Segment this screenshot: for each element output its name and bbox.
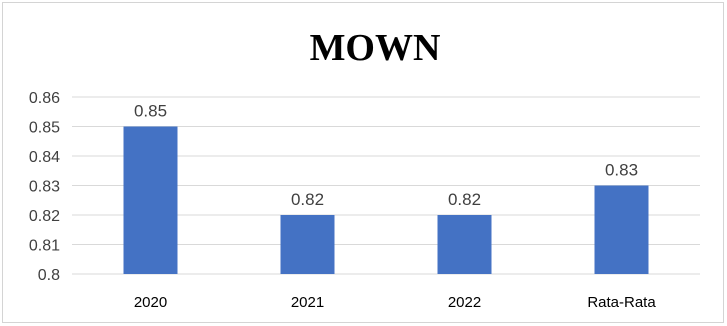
bar [594,185,649,274]
data-label: 0.85 [134,102,167,121]
bar [437,215,492,274]
y-axis-ticks: 0.8 0.81 0.82 0.83 0.84 0.85 0.86 [29,90,60,284]
y-tick-label: 0.83 [29,179,60,196]
data-label: 0.82 [448,190,481,209]
data-labels: 0.85 0.82 0.82 0.83 [134,102,638,210]
x-category-label: Rata-Rata [587,294,656,311]
bar [280,215,335,274]
y-tick-label: 0.85 [29,120,60,137]
y-tick-label: 0.86 [29,90,60,107]
x-category-label: 2022 [448,294,481,311]
data-label: 0.83 [605,161,638,180]
y-tick-label: 0.84 [29,149,60,166]
y-tick-label: 0.81 [29,238,60,255]
y-tick-label: 0.82 [29,208,60,225]
bars [123,126,649,274]
x-axis-categories: 2020 2021 2022 Rata-Rata [134,294,657,311]
x-category-label: 2021 [291,294,324,311]
data-label: 0.82 [291,190,324,209]
chart-title: MOWN [310,27,441,69]
bar [123,126,178,274]
x-category-label: 2020 [134,294,167,311]
y-tick-label: 0.8 [38,267,60,284]
